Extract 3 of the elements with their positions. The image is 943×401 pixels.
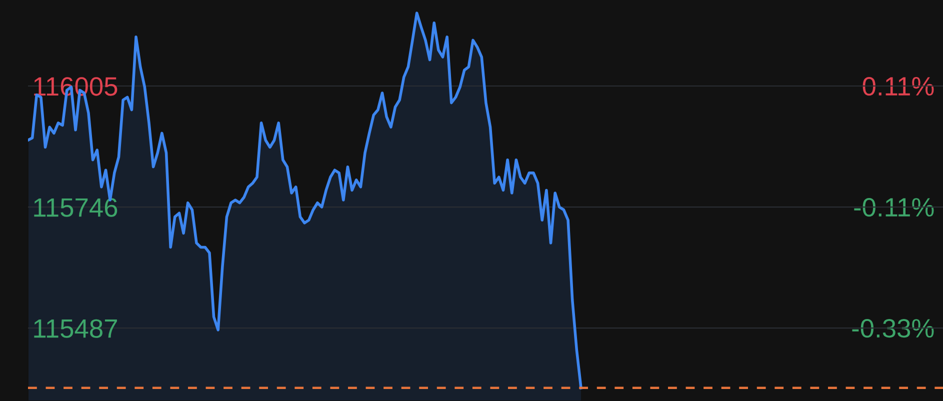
y-tick-label: 115487 (34, 319, 117, 338)
y2-tick-label: -0.11% (854, 198, 934, 217)
y-tick-label: 115746 (34, 198, 118, 217)
